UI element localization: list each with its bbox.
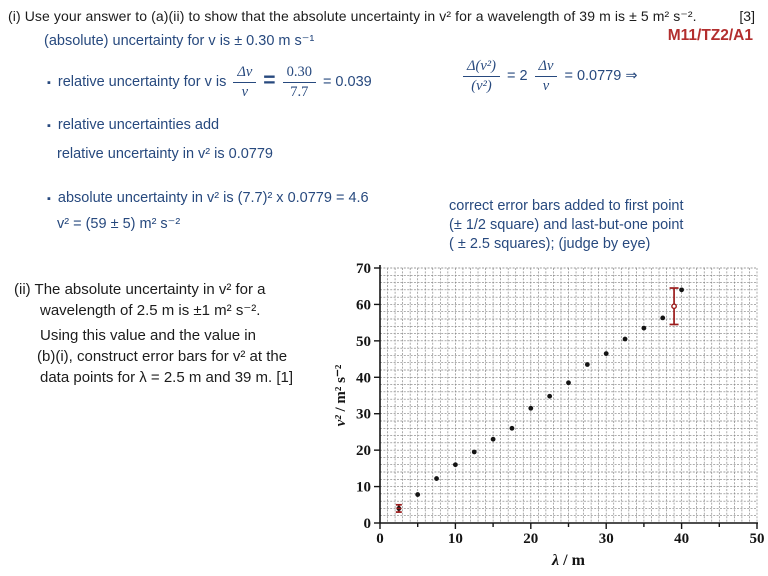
x-tick-label: 30 — [599, 531, 614, 547]
ms-bullet1-result: = 0.039 — [322, 74, 372, 91]
x-tick-label: 40 — [674, 531, 689, 547]
y-tick-label: 30 — [356, 407, 371, 423]
y-axis-title: v² / m² s⁻² — [335, 364, 349, 426]
question-ii-line: wavelength of 2.5 m is ±1 m² s⁻². — [40, 302, 261, 319]
y-tick-label: 10 — [356, 480, 371, 496]
x-tick-label: 0 — [376, 531, 384, 547]
y-axis-ticks: 0 10 20 30 40 50 60 70 — [356, 261, 380, 532]
data-point — [434, 476, 439, 481]
grid-lines — [380, 267, 758, 523]
y-tick-label: 20 — [356, 443, 371, 459]
x-tick-label: 20 — [523, 531, 538, 547]
bullet-icon: ▪ — [47, 119, 51, 132]
data-point — [660, 315, 666, 321]
x-tick-label: 50 — [750, 531, 765, 547]
y-tick-label: 70 — [356, 261, 371, 277]
side-formula-result: = 0.0779 ⇒ — [564, 68, 638, 85]
question-i-text: (i) Use your answer to (a)(ii) to show t… — [8, 8, 697, 24]
paper-reference-code: M11/TZ2/A1 — [667, 27, 753, 44]
question-ii-line: data points for λ = 2.5 m and 39 m. [1] — [40, 369, 294, 386]
fraction-dv2-over-v2: Δ(v²) (v²) — [463, 58, 500, 94]
y-tick-label: 60 — [356, 297, 371, 313]
data-point — [584, 362, 590, 367]
note-line: ( ± 2.5 squares); (judge by eye) — [449, 236, 651, 252]
equals-sign: = — [263, 69, 276, 93]
y-tick-label: 50 — [356, 334, 371, 350]
ms-side-formula: Δ(v²) (v²) = 2 Δv v = 0.0779 ⇒ — [463, 58, 638, 94]
data-point — [622, 336, 628, 342]
ms-relative-uncertainty-v2: relative uncertainty in v² is 0.0779 — [57, 146, 273, 162]
data-point — [679, 287, 684, 293]
scatter-chart: 0 10 20 30 40 50 0 10 20 30 40 50 60 70 λ / m v² / m² s… — [333, 258, 768, 576]
data-point — [490, 436, 496, 442]
data-point — [528, 405, 534, 411]
bullet-icon: ▪ — [47, 192, 51, 205]
ms-v2-result: v² = (59 ± 5) m² s⁻² — [57, 216, 181, 232]
question-ii-line: Using this value and the value in — [40, 327, 256, 344]
x-tick-label: 10 — [448, 531, 463, 547]
data-point — [509, 425, 515, 431]
error-bar-centre-marker — [671, 303, 677, 310]
ms-error-bar-note: correct error bars added to first point … — [449, 197, 759, 254]
fraction-dv-over-v: Δv v — [233, 64, 257, 100]
data-point — [453, 462, 458, 468]
data-point — [415, 492, 421, 497]
ms-bullet-uncertainties-add: ▪ relative uncertainties add — [47, 117, 220, 133]
data-point — [566, 380, 571, 386]
data-point — [641, 325, 647, 331]
data-points — [396, 287, 684, 511]
question-ii-line: (b)(i), construct error bars for v² at t… — [37, 348, 288, 365]
fraction-dv-over-v-2: Δv v — [534, 58, 558, 94]
data-point — [547, 393, 553, 399]
bullet-icon: ▪ — [47, 76, 51, 89]
data-point — [471, 449, 477, 455]
question-ii-block: (ii) The absolute uncertainty in v² for … — [14, 279, 344, 388]
ms-bullet-relative-uncertainty: ▪ relative uncertainty for v is Δv v = 0… — [47, 64, 372, 100]
side-formula-mid: = 2 — [506, 68, 528, 85]
note-line: (± 1/2 square) and last-but-one point — [449, 217, 684, 233]
axes — [379, 265, 758, 524]
x-axis-ticks: 0 10 20 30 40 50 — [376, 523, 765, 547]
y-tick-label: 40 — [356, 370, 371, 386]
ms-bullet-absolute-uncertainty-v2: ▪ absolute uncertainty in v² is (7.7)² x… — [47, 190, 369, 206]
ms-absolute-uncertainty-v: (absolute) uncertainty for v is ± 0.30 m… — [44, 33, 315, 49]
x-axis-title: λ / m — [551, 552, 586, 569]
question-ii-line: (ii) The absolute uncertainty in v² for … — [14, 281, 266, 298]
y-tick-label: 0 — [364, 516, 372, 532]
ms-bullet1-label: relative uncertainty for v is — [57, 74, 227, 91]
fraction-030-over-77: 0.30 7.7 — [282, 64, 316, 100]
note-line: correct error bars added to first point — [449, 198, 684, 214]
chart-canvas: 0 10 20 30 40 50 0 10 20 30 40 50 60 70 λ / m v² / m² s… — [333, 261, 765, 569]
question-i-marks: [3] — [739, 8, 755, 24]
data-point — [603, 351, 609, 357]
